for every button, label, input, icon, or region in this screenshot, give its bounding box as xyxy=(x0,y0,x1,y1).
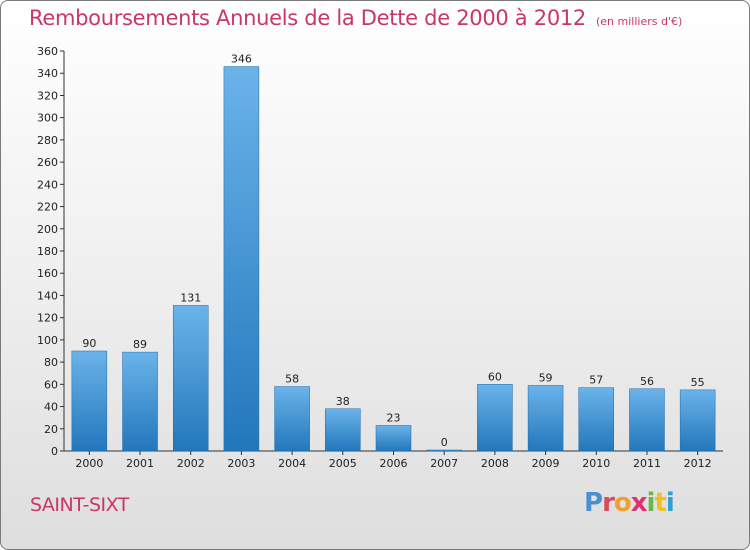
y-tick-label: 40 xyxy=(44,401,58,414)
data-label-2006: 23 xyxy=(387,411,401,424)
y-tick-label: 100 xyxy=(37,334,58,347)
x-axis: 2000 2001 2002 2003 2004 2005 2006 2007 2008 2009… xyxy=(64,450,723,470)
proxiti-logo: Proxiti xyxy=(584,488,675,518)
y-tick-label: 180 xyxy=(37,245,58,258)
data-label-2007: 0 xyxy=(441,436,448,449)
y-tick-label: 160 xyxy=(37,267,58,280)
x-tick-label: 2003 xyxy=(227,457,255,470)
bar-2008 xyxy=(477,384,513,452)
bar-2012 xyxy=(679,389,716,452)
y-tick-label: 60 xyxy=(44,378,58,391)
bar-2011 xyxy=(629,388,665,452)
y-tick-label: 320 xyxy=(37,89,58,102)
y-tick-label: 120 xyxy=(37,312,58,325)
x-tick-label: 2000 xyxy=(75,457,103,470)
x-tick-label: 2007 xyxy=(430,457,458,470)
y-tick-label: 280 xyxy=(37,134,58,147)
x-tick-label: 2008 xyxy=(481,457,509,470)
y-tick-label: 140 xyxy=(37,289,58,302)
data-label-2000: 90 xyxy=(82,337,96,350)
x-tick-label: 2005 xyxy=(329,457,357,470)
bar-2003 xyxy=(223,66,260,452)
y-tick-label: 300 xyxy=(37,112,58,125)
chart-title: Remboursements Annuels de la Dette de 20… xyxy=(29,6,682,30)
data-label-2010: 57 xyxy=(589,374,603,387)
y-tick-label: 360 xyxy=(37,45,58,58)
bar-2002 xyxy=(172,305,209,452)
bar-2009 xyxy=(527,385,564,452)
x-tick-label: 2010 xyxy=(582,457,610,470)
bar-2001 xyxy=(122,351,158,452)
bar-2000 xyxy=(71,350,108,452)
logo-letter: x xyxy=(630,488,648,518)
y-tick-label: 80 xyxy=(44,356,58,369)
bars: 90 89 131 346 58 38 23 0 60 59 57 56 55 xyxy=(71,53,716,452)
x-tick-label: 2004 xyxy=(278,457,306,470)
data-label-2004: 58 xyxy=(285,373,299,386)
data-label-2005: 38 xyxy=(336,395,350,408)
bar-2005 xyxy=(325,408,361,452)
y-tick-label: 200 xyxy=(37,223,58,236)
data-label-2009: 59 xyxy=(539,371,553,384)
bar-2007 xyxy=(426,449,462,452)
bar-2010 xyxy=(578,387,615,452)
town-name: SAINT-SIXT xyxy=(30,494,129,516)
data-label-2011: 56 xyxy=(640,375,654,388)
data-label-2001: 89 xyxy=(133,338,147,351)
y-tick-label: 260 xyxy=(37,156,58,169)
logo-letter: i xyxy=(665,488,675,518)
x-tick-label: 2001 xyxy=(126,457,154,470)
logo-letter: P xyxy=(584,488,603,518)
y-tick-label: 20 xyxy=(44,423,58,436)
y-tick-label: 240 xyxy=(37,178,58,191)
logo-letter: r xyxy=(602,488,615,518)
logo-letter: t xyxy=(654,488,666,518)
x-tick-label: 2011 xyxy=(633,457,661,470)
chart-unit: (en milliers d'€) xyxy=(596,15,683,28)
chart-title-main: Remboursements Annuels de la Dette de 20… xyxy=(29,6,586,30)
bar-2006 xyxy=(375,425,412,452)
bar-2004 xyxy=(274,386,310,452)
x-tick-label: 2012 xyxy=(684,457,712,470)
data-label-2002: 131 xyxy=(180,291,201,304)
y-axis: 0 20 40 60 80 100 120 140 160 180 200 220 240 260 280 3… xyxy=(37,45,65,458)
y-tick-label: 220 xyxy=(37,201,58,214)
data-label-2003: 346 xyxy=(231,53,252,66)
y-tick-label: 340 xyxy=(37,67,58,80)
x-tick-label: 2006 xyxy=(380,457,408,470)
x-tick-label: 2002 xyxy=(177,457,205,470)
x-tick-label: 2009 xyxy=(532,457,560,470)
y-tick-label: 0 xyxy=(51,445,58,458)
data-label-2008: 60 xyxy=(488,370,502,383)
logo-letter: o xyxy=(613,488,632,518)
data-label-2012: 55 xyxy=(691,376,705,389)
logo-letter: i xyxy=(646,488,656,518)
